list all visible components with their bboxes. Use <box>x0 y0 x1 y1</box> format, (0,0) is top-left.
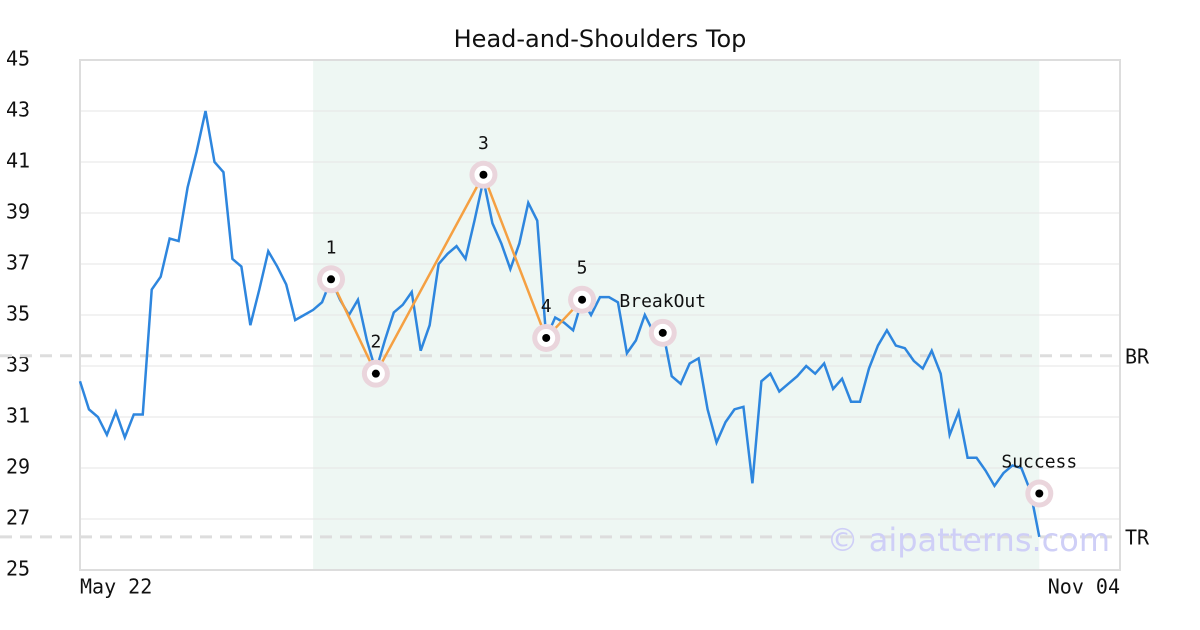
marker-dot <box>542 333 551 342</box>
y-tick-label: 27 <box>6 506 30 530</box>
y-tick-label: 39 <box>6 200 30 224</box>
marker-label: Success <box>1001 452 1077 473</box>
marker-label: 2 <box>370 332 381 353</box>
marker-label: 5 <box>577 258 588 279</box>
marker-label: 1 <box>326 237 337 258</box>
level-label: TR <box>1125 525 1150 549</box>
y-tick-label: 43 <box>6 98 30 122</box>
y-tick-label: 25 <box>6 557 30 581</box>
x-tick-label: Nov 04 <box>1048 575 1120 599</box>
y-tick-label: 45 <box>6 47 30 71</box>
level-label: BR <box>1125 344 1150 368</box>
y-tick-label: 37 <box>6 251 30 275</box>
price-line <box>78 110 1041 538</box>
chart-title: Head-and-Shoulders Top <box>454 25 747 53</box>
x-tick-label: May 22 <box>80 575 152 599</box>
marker-dot <box>371 369 380 378</box>
marker-dot <box>578 295 587 304</box>
marker-dot <box>658 328 667 337</box>
marker-dot <box>1035 489 1044 498</box>
plot-frame <box>79 59 1121 571</box>
marker-dot <box>327 275 336 284</box>
y-tick-label: 31 <box>6 404 30 428</box>
marker-dot <box>479 170 488 179</box>
watermark: © aipatterns.com <box>827 521 1110 559</box>
y-tick-label: 41 <box>6 149 30 173</box>
y-tick-label: 29 <box>6 455 30 479</box>
marker-label: BreakOut <box>619 291 706 312</box>
marker-label: 3 <box>478 133 489 154</box>
y-tick-label: 35 <box>6 302 30 326</box>
marker-label: 4 <box>541 296 552 317</box>
